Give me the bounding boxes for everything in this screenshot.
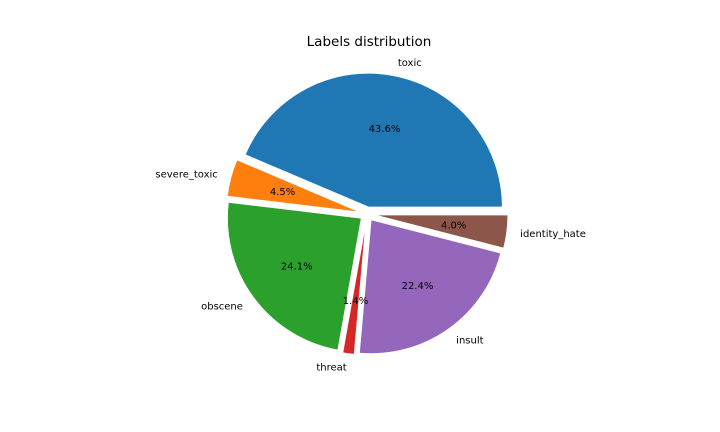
pct-label-identity-hate: 4.0% [441,220,466,231]
pie-slice-insult [358,219,502,355]
pct-label-toxic: 43.6% [369,124,401,135]
pct-label-severe-toxic: 4.5% [270,187,295,198]
slice-label-obscene: obscene [201,301,243,312]
pie-slice-obscene [226,201,362,351]
pie-slices [226,72,509,355]
pie-slice-threat [342,220,367,355]
pct-label-obscene: 24.1% [281,262,313,273]
chart-title: Labels distribution [307,34,432,50]
slice-label-identity-hate: identity_hate [520,229,586,240]
pct-label-threat: 1.4% [343,296,368,307]
pct-label-insult: 22.4% [402,281,434,292]
pie-slice-identity-hate [373,214,509,249]
slice-label-threat: threat [316,363,346,374]
pie-slice-toxic [244,72,503,208]
pie-slice-severe-toxic [226,159,361,213]
slice-label-toxic: toxic [398,58,422,69]
slice-label-insult: insult [456,336,483,347]
slice-label-severe-toxic: severe_toxic [155,170,217,181]
pie-labels: toxic 43.6% severe_toxic 4.5% obscene 24.1% th… [155,58,585,373]
